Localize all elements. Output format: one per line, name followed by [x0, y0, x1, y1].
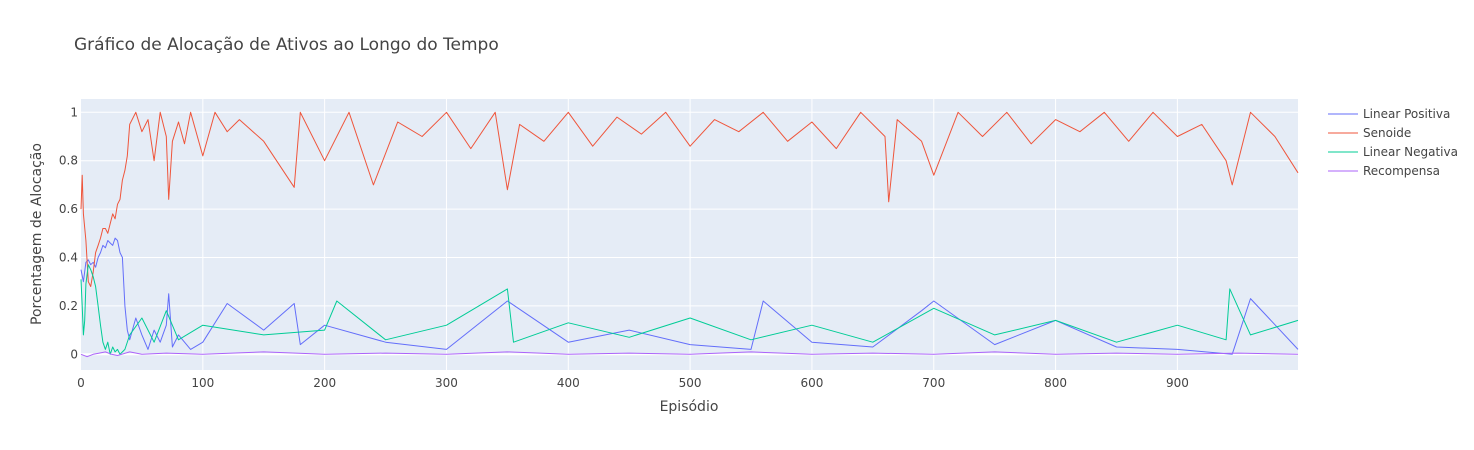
- x-tick-label: 600: [800, 376, 823, 390]
- y-tick-label: 0: [70, 347, 78, 361]
- x-tick-label: 300: [435, 376, 458, 390]
- x-tick-label: 0: [77, 376, 85, 390]
- chart-title: Gráfico de Alocação de Ativos ao Longo d…: [74, 35, 499, 55]
- y-tick-label: 0.4: [59, 250, 78, 264]
- legend-label: Linear Negativa: [1363, 145, 1458, 159]
- series-line-senoide: [80, 111, 1299, 287]
- x-tick-label: 100: [191, 376, 214, 390]
- legend-item-senoide[interactable]: Senoide: [1328, 126, 1411, 140]
- legend-label: Recompensa: [1363, 164, 1440, 178]
- y-axis-title: Porcentagem de Alocação: [29, 143, 45, 325]
- legend[interactable]: Linear Positiva Senoide Linear Negativa Rec…: [1328, 107, 1458, 178]
- y-axis-ticks: 0 0.2 0.4 0.6 0.8 1: [59, 105, 78, 361]
- series-line-linear-negativa: [80, 264, 1299, 355]
- y-tick-label: 0.6: [59, 202, 78, 216]
- y-tick-label: 0.8: [59, 154, 78, 168]
- legend-item-linear-positiva[interactable]: Linear Positiva: [1328, 107, 1450, 121]
- plot-area: [81, 99, 1298, 370]
- y-gridlines: [81, 111, 1298, 356]
- x-axis-ticks: 0 100 200 300 400 500 600 700 800 900: [77, 376, 1189, 390]
- x-tick-label: 900: [1166, 376, 1189, 390]
- legend-item-recompensa[interactable]: Recompensa: [1328, 164, 1440, 178]
- x-tick-label: 500: [679, 376, 702, 390]
- y-tick-label: 0.2: [59, 299, 78, 313]
- x-tick-label: 400: [557, 376, 580, 390]
- legend-label: Linear Positiva: [1363, 107, 1450, 121]
- x-axis-title: Episódio: [660, 399, 719, 415]
- legend-label: Senoide: [1363, 126, 1411, 140]
- x-tick-label: 700: [922, 376, 945, 390]
- x-tick-label: 200: [313, 376, 336, 390]
- x-tick-label: 800: [1044, 376, 1067, 390]
- series-line-recompensa: [80, 351, 1299, 358]
- x-gridlines: [202, 99, 1178, 370]
- series-layer: [80, 111, 1299, 358]
- y-tick-label: 1: [70, 105, 78, 119]
- legend-item-linear-negativa[interactable]: Linear Negativa: [1328, 145, 1458, 159]
